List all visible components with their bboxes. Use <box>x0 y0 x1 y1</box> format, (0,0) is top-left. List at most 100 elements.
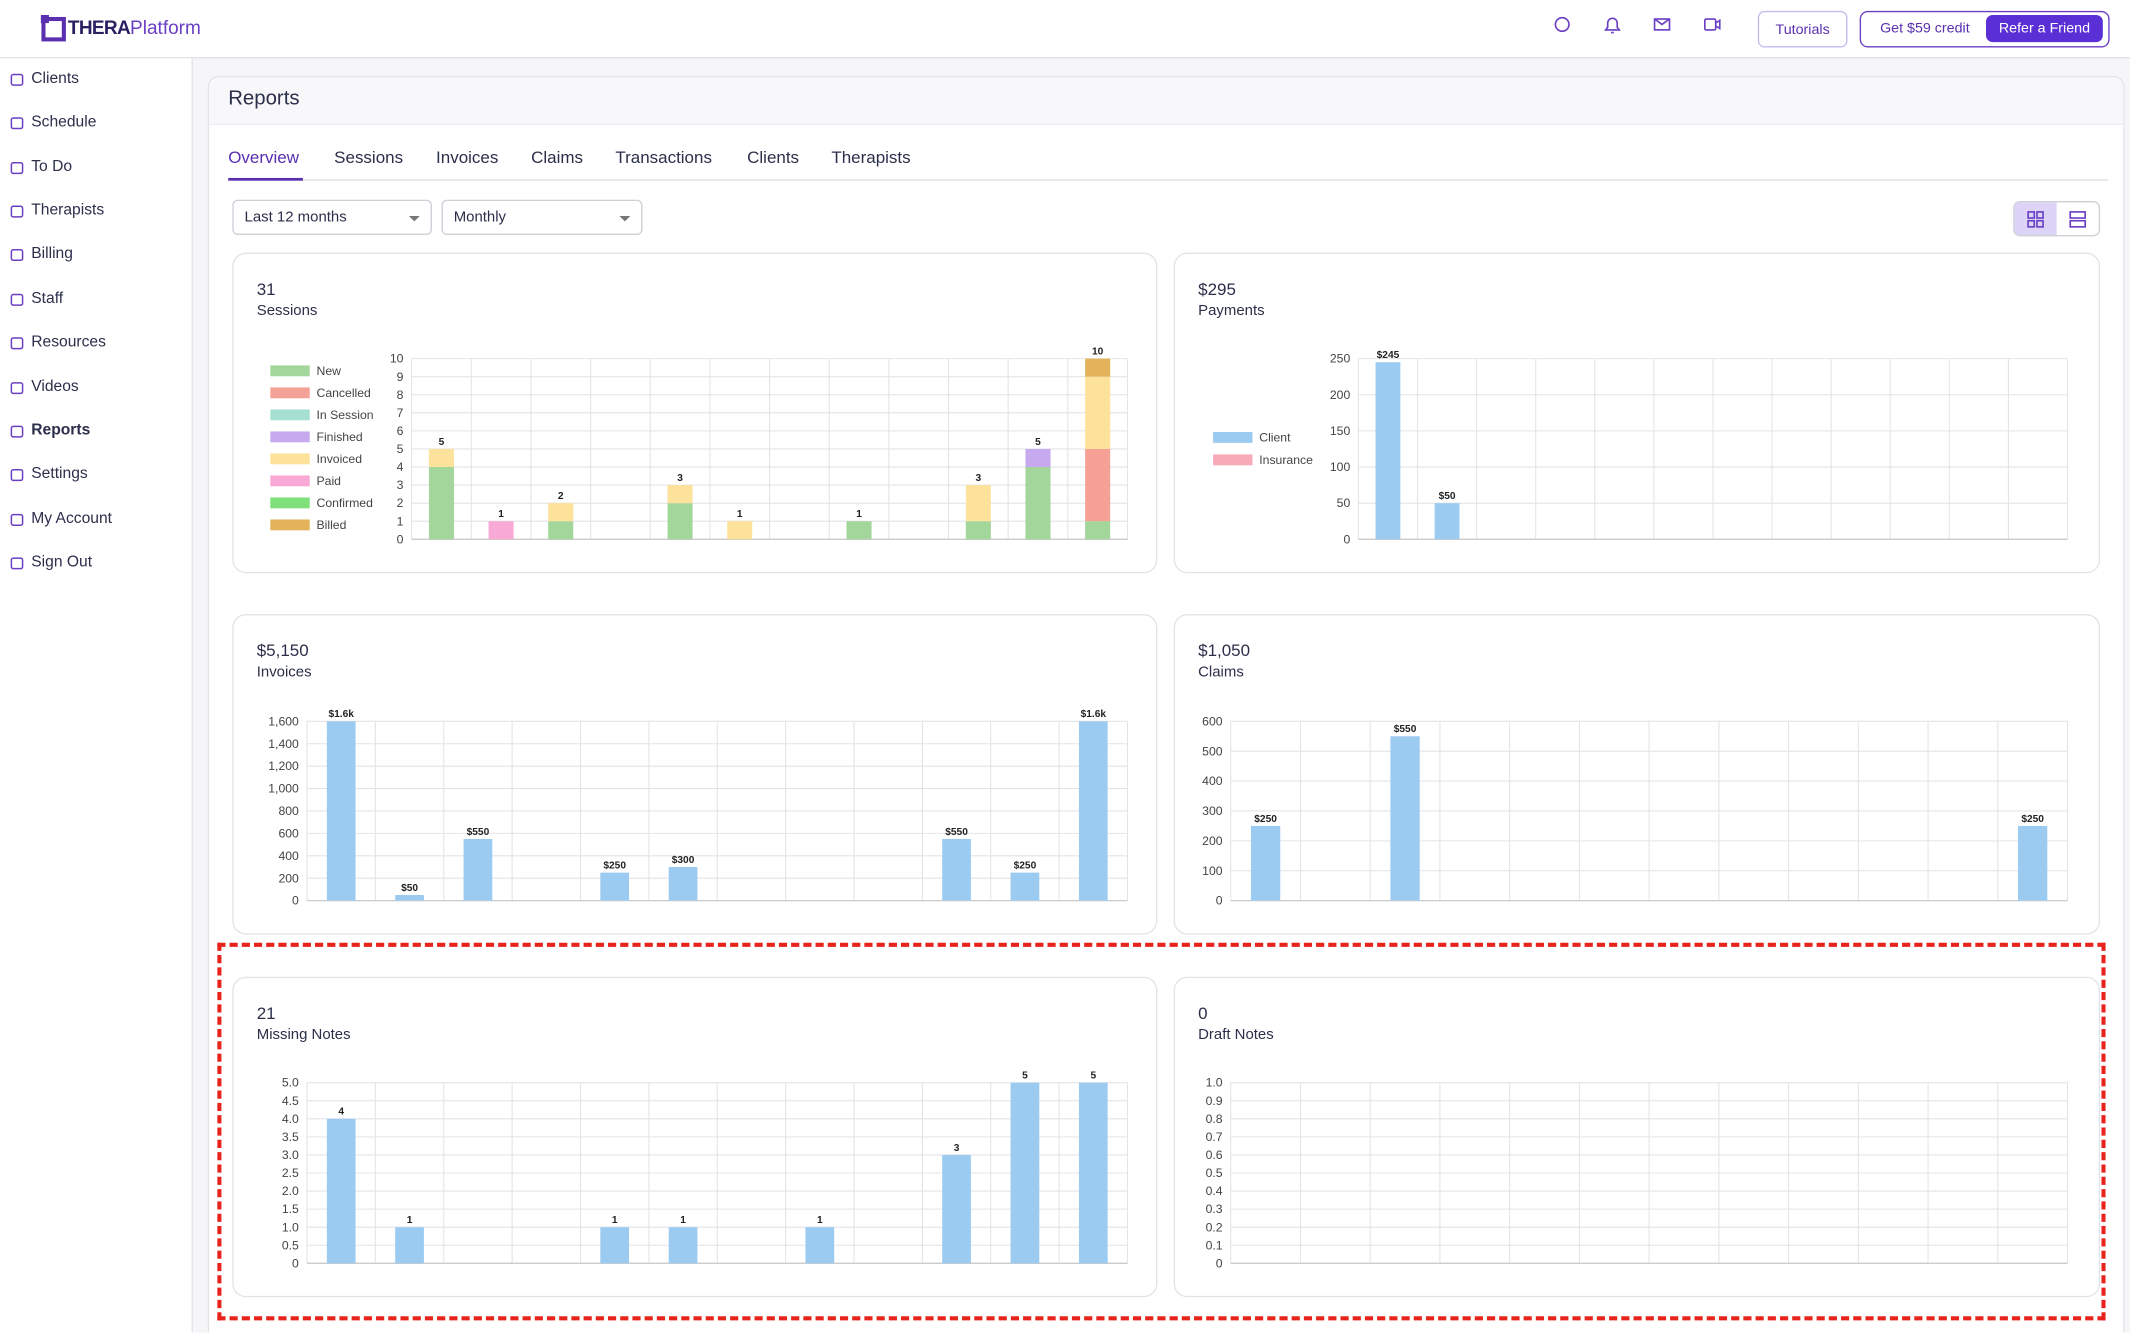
y-tick-label: 0.5 <box>282 1238 299 1252</box>
bar <box>1078 1082 1108 1264</box>
tab[interactable]: Therapists <box>831 148 911 168</box>
card-label: Payments <box>1198 302 1265 320</box>
nav-icon <box>10 468 24 481</box>
legend-swatch <box>1213 431 1253 443</box>
total-label: 2 <box>558 491 564 502</box>
tab[interactable]: Transactions <box>615 148 712 168</box>
bar <box>965 521 991 540</box>
total-label: 5 <box>1035 437 1041 448</box>
legend-label: Paid <box>317 474 342 488</box>
nav-label: Sign Out <box>31 554 93 571</box>
value-label: $1.6k <box>1081 709 1107 720</box>
y-tick-label: 400 <box>278 849 299 863</box>
nav-item[interactable]: Billing <box>10 246 73 262</box>
nav-icon <box>10 513 24 526</box>
nav-item[interactable]: Reports <box>10 422 90 439</box>
panel-header <box>209 77 2124 125</box>
logo-bold: THERA <box>67 16 131 39</box>
page-title: Reports <box>228 86 300 111</box>
legend-label: Billed <box>317 518 347 532</box>
y-tick-label: 800 <box>278 804 299 818</box>
nav-item[interactable]: To Do <box>10 159 72 175</box>
card <box>1173 614 2101 935</box>
tab[interactable]: Overview <box>228 148 299 168</box>
y-tick-label: 600 <box>1202 714 1223 728</box>
y-tick-label: 400 <box>1202 774 1223 788</box>
nav-item[interactable]: My Account <box>10 511 112 527</box>
bar <box>668 867 698 901</box>
y-tick-label: 50 <box>1337 496 1351 510</box>
legend-label: Client <box>1259 430 1291 444</box>
y-tick-label: 600 <box>278 826 299 840</box>
tab[interactable]: Sessions <box>334 148 404 168</box>
tutorials-button[interactable]: Tutorials <box>1757 10 1848 48</box>
card-value: 31 <box>256 279 276 299</box>
y-tick-label: 4.5 <box>282 1094 299 1108</box>
value-label: 5 <box>1022 1071 1028 1082</box>
tab[interactable]: Claims <box>531 148 584 168</box>
card-value: $295 <box>1198 279 1236 299</box>
y-tick-label: 0 <box>1216 1256 1223 1270</box>
y-tick-label: 0.2 <box>1206 1220 1223 1234</box>
nav-icon <box>10 116 24 129</box>
nav-item[interactable]: Schedule <box>10 114 96 130</box>
y-tick-label: 2 <box>397 496 404 510</box>
y-tick-label: 0 <box>292 1256 299 1270</box>
value-label: $550 <box>1394 724 1417 735</box>
tab[interactable]: Invoices <box>436 148 499 168</box>
nav-item[interactable]: Settings <box>10 466 88 482</box>
y-tick-label: 1,000 <box>268 782 299 796</box>
nav-icon <box>10 336 24 349</box>
y-tick-label: 200 <box>278 871 299 885</box>
refer-button[interactable]: Refer a Friend <box>1986 14 2103 43</box>
y-tick-label: 0.3 <box>1206 1202 1223 1216</box>
list-view-button[interactable] <box>2058 202 2099 235</box>
value-label: $250 <box>1014 861 1037 872</box>
y-tick-label: 1.5 <box>282 1202 299 1216</box>
bar <box>1434 503 1460 540</box>
legend-swatch <box>270 475 310 487</box>
card-label: Missing Notes <box>256 1026 351 1044</box>
tab-underline <box>228 177 303 181</box>
y-tick-label: 150 <box>1330 424 1351 438</box>
tab[interactable]: Clients <box>747 148 800 168</box>
card-value: 21 <box>256 1003 276 1023</box>
header-icons <box>1554 16 1721 34</box>
nav-item[interactable]: Resources <box>10 334 106 350</box>
bar <box>1390 736 1420 901</box>
y-tick-label: 0.7 <box>1206 1130 1223 1144</box>
y-tick-label: 2.0 <box>282 1184 299 1198</box>
y-tick-label: 1.0 <box>1206 1076 1223 1090</box>
top-bar: THERAPlatform Tutorials Get $59 credit R… <box>0 0 2130 59</box>
grid-view-button[interactable] <box>2014 202 2057 236</box>
y-tick-label: 0 <box>397 532 404 546</box>
nav-item[interactable]: Clients <box>10 71 79 87</box>
nav-item[interactable]: Videos <box>10 379 79 395</box>
nav-item[interactable]: Sign Out <box>10 554 93 571</box>
legend-swatch <box>270 519 310 531</box>
credit-group <box>1859 10 2110 48</box>
y-tick-label: 0.4 <box>1206 1184 1223 1198</box>
interval-select[interactable]: Monthly <box>441 199 643 236</box>
nav-item[interactable]: Staff <box>10 291 64 307</box>
range-select[interactable]: Last 12 months <box>232 199 432 236</box>
total-label: 1 <box>856 509 862 520</box>
y-tick-label: 500 <box>1202 744 1223 758</box>
nav-label: Billing <box>31 245 73 263</box>
bar <box>1010 872 1040 901</box>
credit-button[interactable]: Get $59 credit <box>1880 20 1970 37</box>
legend-label: New <box>317 364 342 378</box>
bar <box>395 895 424 901</box>
nav-item[interactable]: Therapists <box>10 202 105 219</box>
bar <box>965 485 991 522</box>
bar <box>667 485 693 504</box>
bar <box>600 872 630 901</box>
y-tick-label: 9 <box>397 370 404 384</box>
bar <box>1085 358 1111 377</box>
nav-label: Therapists <box>31 202 105 219</box>
y-tick-label: 1,200 <box>268 759 299 773</box>
y-tick-label: 200 <box>1202 834 1223 848</box>
value-label: $1.6k <box>328 709 354 720</box>
value-label: $50 <box>1439 491 1456 502</box>
